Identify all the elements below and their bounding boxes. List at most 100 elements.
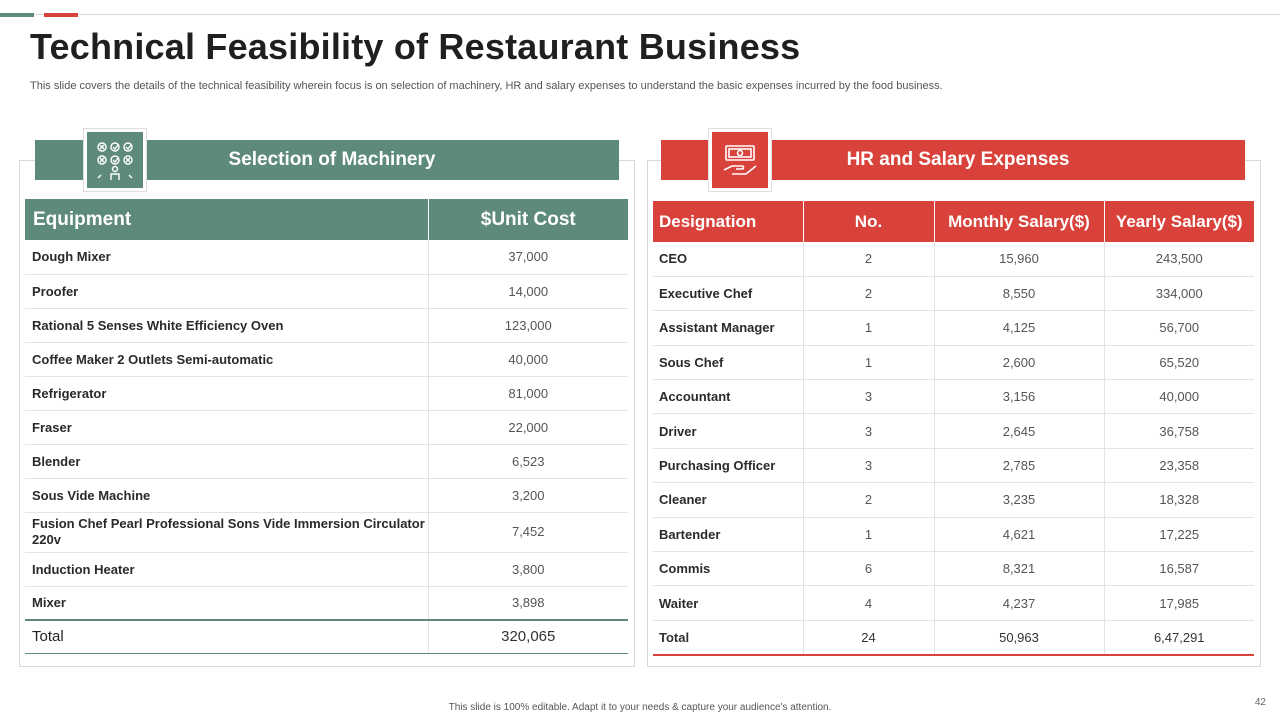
designation: Cleaner xyxy=(653,482,804,518)
monthly-salary: 8,321 xyxy=(934,551,1105,587)
count: 3 xyxy=(803,379,935,415)
top-rule xyxy=(0,14,1280,15)
designation: Waiter xyxy=(653,585,804,621)
equipment-name: Rational 5 Senses White Efficiency Oven xyxy=(25,308,429,343)
count: 3 xyxy=(803,448,935,484)
machinery-icon-frame xyxy=(83,128,147,192)
table-row: Cleaner 2 3,235 18,328 xyxy=(653,482,1254,518)
yearly-salary: 17,225 xyxy=(1104,517,1254,553)
equipment-name: Dough Mixer xyxy=(25,240,429,275)
col-monthly-salary: Monthly Salary($) xyxy=(934,201,1105,242)
unit-cost: 37,000 xyxy=(428,240,628,275)
top-accent-green xyxy=(0,13,34,17)
monthly-salary: 3,235 xyxy=(934,482,1105,518)
col-designation: Designation xyxy=(653,201,804,242)
equipment-name: Blender xyxy=(25,444,429,479)
count: 2 xyxy=(803,482,935,518)
table-row: Purchasing Officer 3 2,785 23,358 xyxy=(653,448,1254,484)
total-yearly: 6,47,291 xyxy=(1104,619,1254,656)
table-row: Commis 6 8,321 16,587 xyxy=(653,551,1254,587)
col-equipment: Equipment xyxy=(25,199,429,240)
table-row: Coffee Maker 2 Outlets Semi-automatic 40,… xyxy=(25,342,628,377)
total-label: Total xyxy=(25,619,429,654)
equipment-name: Fraser xyxy=(25,410,429,445)
equipment-name: Induction Heater xyxy=(25,552,429,587)
table-row: Driver 3 2,645 36,758 xyxy=(653,413,1254,449)
count: 4 xyxy=(803,585,935,621)
col-yearly-salary: Yearly Salary($) xyxy=(1104,201,1254,242)
count: 1 xyxy=(803,345,935,381)
yearly-salary: 36,758 xyxy=(1104,413,1254,449)
monthly-salary: 2,785 xyxy=(934,448,1105,484)
total-label: Total xyxy=(653,619,804,656)
table-row: Induction Heater 3,800 xyxy=(25,552,628,587)
monthly-salary: 4,125 xyxy=(934,310,1105,346)
table-row: Proofer 14,000 xyxy=(25,274,628,309)
yearly-salary: 23,358 xyxy=(1104,448,1254,484)
yearly-salary: 56,700 xyxy=(1104,310,1254,346)
table-row: Fraser 22,000 xyxy=(25,410,628,445)
unit-cost: 3,200 xyxy=(428,478,628,513)
page-number: 42 xyxy=(1254,697,1266,708)
top-accent-red xyxy=(44,13,78,17)
monthly-salary: 4,237 xyxy=(934,585,1105,621)
unit-cost: 22,000 xyxy=(428,410,628,445)
yearly-salary: 40,000 xyxy=(1104,379,1254,415)
equipment-name: Mixer xyxy=(25,586,429,621)
slide-title: Technical Feasibility of Restaurant Busi… xyxy=(30,26,801,67)
yearly-salary: 18,328 xyxy=(1104,482,1254,518)
count: 2 xyxy=(803,276,935,312)
machinery-total-row: Total 320,065 xyxy=(25,619,628,654)
count: 2 xyxy=(803,242,935,277)
hr-header-row: Designation No. Monthly Salary($) Yearly… xyxy=(653,201,1254,242)
table-row: Sous Chef 1 2,600 65,520 xyxy=(653,345,1254,381)
designation: Bartender xyxy=(653,517,804,553)
yearly-salary: 65,520 xyxy=(1104,345,1254,381)
equipment-name: Sous Vide Machine xyxy=(25,478,429,513)
equipment-name: Refrigerator xyxy=(25,376,429,411)
yearly-salary: 17,985 xyxy=(1104,585,1254,621)
designation: Accountant xyxy=(653,379,804,415)
designation: Executive Chef xyxy=(653,276,804,312)
unit-cost: 6,523 xyxy=(428,444,628,479)
table-row: Rational 5 Senses White Efficiency Oven 1… xyxy=(25,308,628,343)
count: 1 xyxy=(803,517,935,553)
unit-cost: 7,452 xyxy=(428,512,628,553)
designation: CEO xyxy=(653,242,804,277)
machinery-heading: Selection of Machinery xyxy=(228,149,436,170)
designation: Purchasing Officer xyxy=(653,448,804,484)
designation: Sous Chef xyxy=(653,345,804,381)
hr-total-row: Total 24 50,963 6,47,291 xyxy=(653,619,1254,656)
table-row: Assistant Manager 1 4,125 56,700 xyxy=(653,310,1254,346)
money-hand-icon xyxy=(712,132,768,188)
table-row: CEO 2 15,960 243,500 xyxy=(653,242,1254,277)
total-count: 24 xyxy=(803,619,935,656)
total-monthly: 50,963 xyxy=(934,619,1105,656)
table-row: Executive Chef 2 8,550 334,000 xyxy=(653,276,1254,312)
count: 1 xyxy=(803,310,935,346)
equipment-name: Proofer xyxy=(25,274,429,309)
unit-cost: 14,000 xyxy=(428,274,628,309)
col-no: No. xyxy=(803,201,935,242)
count: 6 xyxy=(803,551,935,587)
table-row: Blender 6,523 xyxy=(25,444,628,479)
col-unit-cost: $Unit Cost xyxy=(428,199,628,240)
monthly-salary: 2,645 xyxy=(934,413,1105,449)
table-row: Waiter 4 4,237 17,985 xyxy=(653,585,1254,621)
machinery-table: Equipment $Unit Cost Dough Mixer 37,000 P… xyxy=(25,199,628,654)
designation: Commis xyxy=(653,551,804,587)
table-row: Fusion Chef Pearl Professional Sons Vide… xyxy=(25,512,628,553)
table-row: Accountant 3 3,156 40,000 xyxy=(653,379,1254,415)
hr-table: Designation No. Monthly Salary($) Yearly… xyxy=(653,201,1254,656)
yearly-salary: 334,000 xyxy=(1104,276,1254,312)
table-row: Refrigerator 81,000 xyxy=(25,376,628,411)
table-row: Sous Vide Machine 3,200 xyxy=(25,478,628,513)
monthly-salary: 2,600 xyxy=(934,345,1105,381)
designation: Assistant Manager xyxy=(653,310,804,346)
unit-cost: 40,000 xyxy=(428,342,628,377)
monthly-salary: 3,156 xyxy=(934,379,1105,415)
equipment-name: Fusion Chef Pearl Professional Sons Vide… xyxy=(25,512,429,553)
hr-icon-frame xyxy=(708,128,772,192)
table-row: Bartender 1 4,621 17,225 xyxy=(653,517,1254,553)
yearly-salary: 16,587 xyxy=(1104,551,1254,587)
